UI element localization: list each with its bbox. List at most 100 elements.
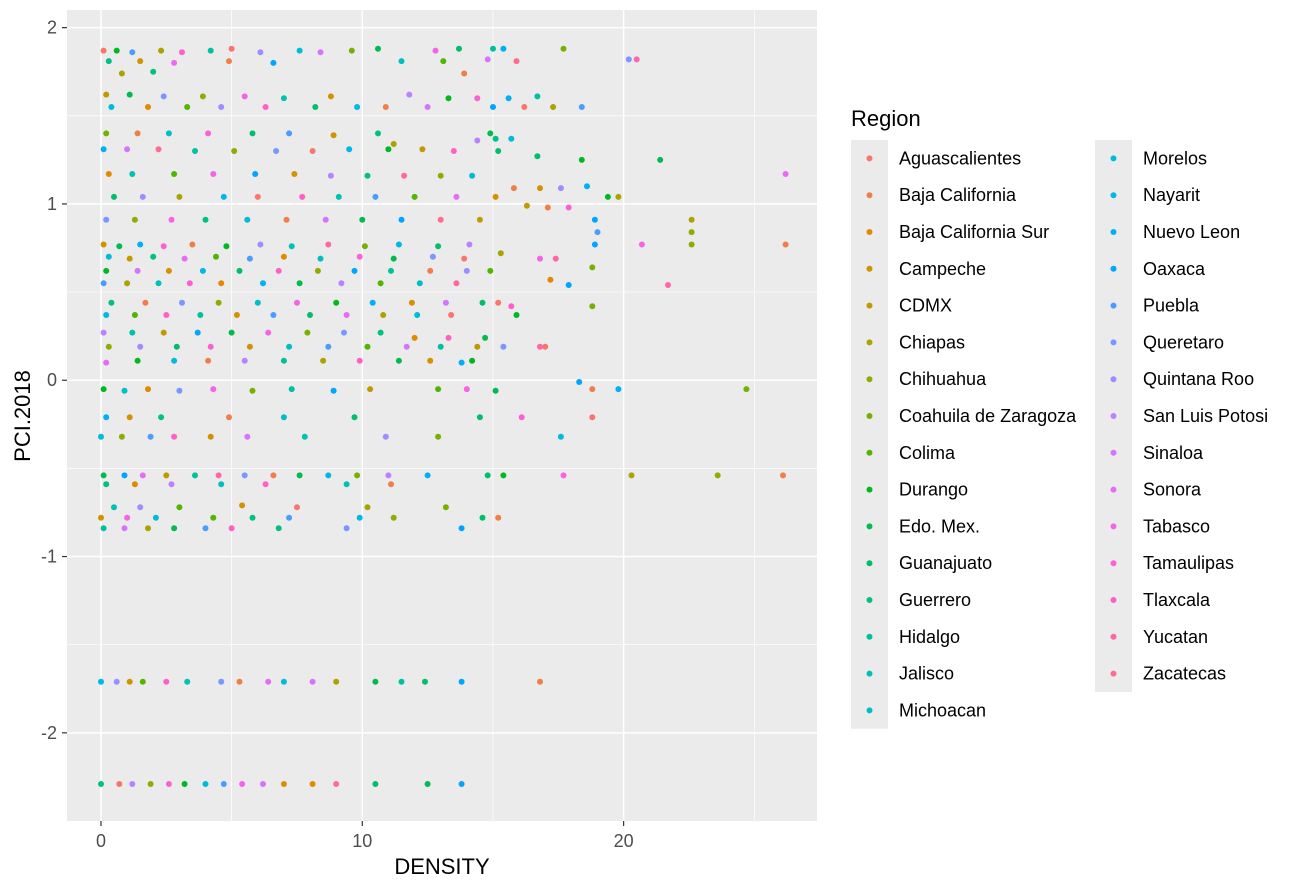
data-point — [688, 229, 695, 236]
data-point — [476, 414, 483, 421]
plot-panel — [67, 10, 817, 821]
data-point — [492, 193, 499, 200]
data-point — [513, 58, 520, 65]
data-point — [309, 678, 316, 685]
data-point — [327, 93, 334, 100]
data-point — [578, 156, 585, 163]
data-point — [500, 343, 507, 350]
legend-key — [1110, 339, 1117, 346]
data-point — [165, 267, 172, 274]
data-point — [158, 414, 165, 421]
data-point — [205, 357, 212, 364]
data-point — [395, 357, 402, 364]
data-point — [213, 253, 219, 260]
data-point — [105, 58, 112, 65]
data-point — [372, 678, 379, 685]
data-point — [134, 130, 141, 137]
legend-key-background — [851, 140, 888, 729]
data-point — [408, 299, 415, 306]
legend-key — [866, 523, 873, 530]
data-point — [325, 472, 332, 479]
data-point — [291, 171, 298, 177]
data-point — [604, 193, 611, 200]
data-point — [121, 387, 128, 394]
data-point — [215, 472, 222, 479]
data-point — [505, 95, 512, 102]
data-point — [367, 386, 374, 393]
data-point — [440, 58, 447, 65]
data-point — [398, 58, 405, 65]
data-point — [244, 433, 251, 440]
data-point — [218, 280, 225, 287]
data-point — [126, 91, 133, 98]
data-point — [286, 514, 293, 521]
legend-label: Aguascalientes — [899, 148, 1021, 168]
data-point — [382, 104, 389, 110]
data-point — [207, 47, 214, 54]
data-point — [403, 343, 410, 350]
legend-label: Baja California Sur — [899, 222, 1049, 242]
legend-label: Edo. Mex. — [899, 516, 980, 536]
data-point — [113, 678, 120, 685]
legend-key — [1110, 155, 1117, 162]
data-point — [288, 243, 295, 250]
legend-label: Colima — [899, 443, 956, 463]
data-point — [105, 253, 112, 260]
data-point — [657, 156, 664, 163]
data-point — [126, 414, 133, 421]
data-point — [179, 299, 185, 306]
data-point — [343, 525, 350, 532]
data-point — [160, 93, 167, 100]
data-point — [223, 243, 230, 250]
data-point — [262, 481, 269, 488]
data-point — [388, 481, 394, 488]
data-point — [228, 329, 235, 336]
data-point — [435, 433, 442, 440]
data-point — [111, 193, 117, 200]
x-tick-label: 20 — [614, 831, 634, 851]
data-point — [327, 172, 334, 179]
data-point — [390, 255, 397, 262]
data-point — [372, 193, 379, 200]
data-point — [98, 514, 104, 521]
data-point — [453, 193, 460, 200]
data-point — [134, 357, 141, 364]
legend-key — [866, 376, 873, 383]
data-point — [508, 303, 515, 310]
legend-key — [866, 597, 873, 603]
data-point — [453, 280, 460, 287]
data-point — [103, 414, 110, 421]
data-point — [377, 329, 384, 336]
data-point — [280, 781, 287, 787]
legend-label: Yucatan — [1143, 627, 1208, 647]
data-point — [484, 472, 491, 479]
data-point — [124, 146, 131, 153]
data-point — [497, 250, 504, 257]
data-point — [137, 343, 144, 350]
data-point — [280, 414, 287, 421]
data-point — [189, 241, 196, 248]
data-point — [100, 146, 107, 153]
data-point — [280, 95, 287, 102]
legend-label: Oaxaca — [1143, 259, 1206, 279]
data-point — [375, 45, 381, 52]
data-point — [176, 504, 183, 511]
legend-label: San Luis Potosi — [1143, 406, 1268, 426]
data-point — [377, 280, 384, 287]
data-point — [615, 386, 622, 393]
data-point — [233, 312, 240, 318]
data-point — [461, 255, 468, 262]
y-tick-label: 0 — [47, 370, 57, 390]
data-point — [280, 678, 287, 685]
data-point — [280, 357, 287, 364]
data-point — [317, 255, 324, 262]
data-point — [458, 525, 465, 532]
data-point — [192, 472, 198, 479]
data-point — [155, 146, 162, 153]
data-point — [244, 216, 251, 223]
data-point — [181, 255, 188, 262]
data-point — [129, 49, 136, 56]
data-point — [150, 253, 157, 260]
data-point — [309, 781, 316, 787]
legend-label: Hidalgo — [899, 627, 960, 647]
